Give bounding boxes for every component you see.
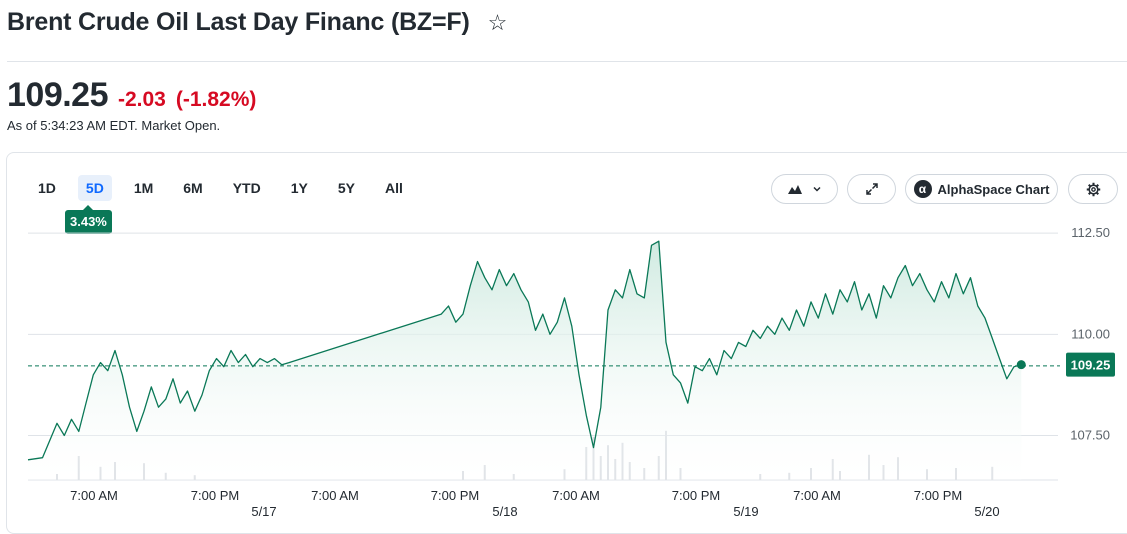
x-date-label: 5/20 (974, 504, 999, 519)
last-value-label: 109.25 (1071, 358, 1111, 373)
mountain-chart-icon (787, 185, 802, 194)
y-tick-label: 110.00 (1071, 326, 1110, 341)
expand-icon (865, 183, 878, 195)
settings-button[interactable] (1068, 174, 1118, 204)
x-date-label: 5/17 (251, 504, 276, 519)
alphaspace-icon: α (913, 180, 932, 198)
alphaspace-chart-button[interactable]: α AlphaSpace Chart (905, 174, 1058, 204)
x-date-label: 5/19 (733, 504, 758, 519)
star-icon[interactable]: ☆ (487, 9, 508, 35)
last-point-marker (1016, 360, 1026, 370)
x-tick-label: 7:00 PM (431, 488, 479, 503)
price-chart[interactable]: 107.50 110.00 112.50 109.25 7:00 AM 7:00 PM 7:… (0, 0, 1127, 522)
range-tab-1y[interactable]: 1Y (290, 180, 308, 196)
y-tick-label: 112.50 (1071, 225, 1110, 240)
x-tick-label: 7:00 AM (70, 488, 118, 503)
divider (7, 61, 1127, 62)
range-tab-1m[interactable]: 1M (133, 180, 154, 196)
last-value-badge (1066, 352, 1115, 377)
chart-type-button[interactable] (771, 174, 838, 204)
range-tab-5d[interactable]: 5D (77, 175, 112, 201)
current-price: 109.25 (7, 76, 109, 114)
title-row: Brent Crude Oil Last Day Financ (BZ=F) ☆ (7, 8, 507, 37)
chevron-down-icon (812, 186, 821, 192)
as-of-timestamp: As of 5:34:23 AM EDT. Market Open. (7, 118, 221, 133)
range-tab-5y[interactable]: 5Y (337, 180, 355, 196)
range-tab-all[interactable]: All (384, 180, 403, 196)
range-tab-ytd[interactable]: YTD (232, 180, 261, 196)
range-change-badge: 3.43% (65, 205, 112, 234)
page-title: Brent Crude Oil Last Day Financ (BZ=F) (7, 8, 470, 36)
x-tick-label: 7:00 PM (672, 488, 720, 503)
alphaspace-label: AlphaSpace Chart (937, 181, 1050, 197)
expand-button[interactable] (847, 174, 896, 204)
x-tick-label: 7:00 AM (793, 488, 841, 503)
gear-icon (1086, 182, 1100, 196)
price-change: -2.03 (118, 88, 166, 111)
x-tick-label: 7:00 AM (552, 488, 600, 503)
y-tick-label: 107.50 (1070, 427, 1110, 442)
price-change-percent: (-1.82%) (175, 88, 257, 111)
range-tab-1d[interactable]: 1D (38, 180, 56, 196)
x-tick-label: 7:00 PM (914, 488, 962, 503)
x-tick-label: 7:00 AM (311, 488, 359, 503)
price-row: 109.25 -2.03 (-1.82%) (7, 76, 256, 115)
x-date-label: 5/18 (492, 504, 517, 519)
range-tab-6m[interactable]: 6M (183, 180, 203, 196)
price-area (28, 241, 1022, 480)
range-tabs: 1D 5D 1M 6M YTD 1Y 5Y All (30, 175, 425, 201)
x-tick-label: 7:00 PM (191, 488, 239, 503)
price-line (27, 240, 1022, 461)
